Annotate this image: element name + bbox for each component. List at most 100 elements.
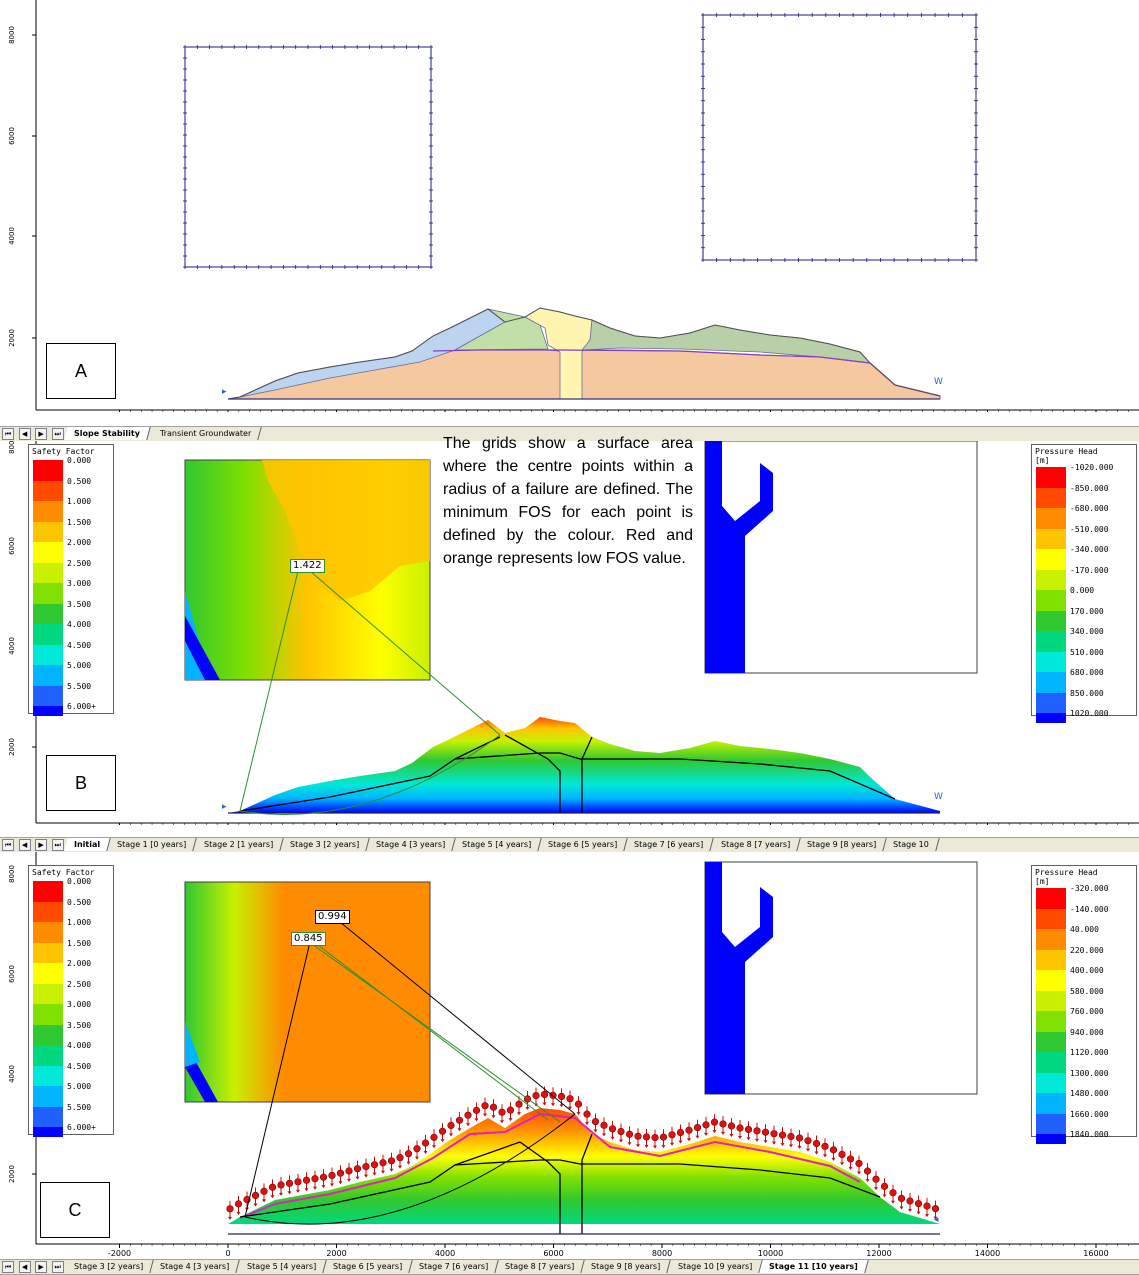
stage-tab[interactable]: Stage 1 [0 years]	[107, 838, 198, 851]
load-arrowhead	[755, 1138, 759, 1142]
stage-tab[interactable]: Stage 3 [2 years]	[64, 1260, 155, 1273]
stage-tab[interactable]: Stage 7 [6 years]	[409, 1260, 499, 1273]
load-arrowhead	[882, 1194, 887, 1198]
tab-slope-stability[interactable]: Slope Stability	[64, 427, 151, 440]
load-marker	[515, 1100, 523, 1108]
stage-tab[interactable]: Initial	[64, 838, 112, 851]
first-tab-button[interactable]: ⏮	[2, 1261, 14, 1273]
prev-tab-button[interactable]: ◀	[18, 1261, 31, 1273]
load-arrowhead	[423, 1151, 428, 1154]
legend-swatch	[33, 685, 63, 706]
legend-swatch	[1036, 467, 1066, 488]
load-marker	[889, 1189, 897, 1197]
legend-value: -340.000	[1070, 545, 1109, 554]
load-marker	[608, 1125, 617, 1133]
stage-tab[interactable]: Stage 7 [6 years]	[624, 838, 715, 851]
stage-tab[interactable]: Stage 3 [2 years]	[279, 838, 370, 851]
legend-value: 340.000	[1070, 627, 1104, 636]
load-marker	[872, 1175, 880, 1183]
load-marker	[302, 1176, 311, 1184]
stage-tab[interactable]: Stage 5 [4 years]	[452, 838, 542, 851]
first-tab-button[interactable]: ⏮	[2, 839, 14, 851]
load-arrowhead	[916, 1211, 921, 1215]
legend-row: 1.000	[29, 918, 113, 943]
legend-swatch	[1036, 1052, 1066, 1073]
load-marker	[702, 1121, 710, 1129]
stage-tab[interactable]: Stage 2 [1 years]	[193, 838, 284, 851]
stage-tab[interactable]: Stage 8 [7 years]	[710, 838, 801, 851]
boundary-marker-left: ▸	[222, 387, 227, 397]
legend-value: 2.500	[67, 979, 92, 989]
fos-grid-left[interactable]	[184, 881, 431, 1103]
stage-tab[interactable]: Stage 6 [5 years]	[323, 1260, 413, 1273]
legend-row: 1300.000	[1032, 1069, 1136, 1093]
first-tab-button[interactable]: ⏮	[2, 428, 14, 440]
legend-swatch	[33, 501, 63, 522]
next-tab-button[interactable]: ▶	[35, 428, 48, 440]
prev-tab-button[interactable]: ◀	[18, 839, 31, 851]
stage-tab[interactable]: Stage 10 [9 years]	[667, 1260, 763, 1273]
stage-tab[interactable]: Stage 8 [7 years]	[495, 1260, 586, 1273]
legend-value: -850.000	[1070, 483, 1109, 493]
explanation-note: The grids show a surface area where the …	[443, 435, 693, 567]
load-marker	[625, 1130, 634, 1138]
stage-tab[interactable]: Stage 9 [8 years]	[581, 1260, 672, 1273]
legend-swatch	[1036, 1031, 1066, 1052]
stage-tab-label: Stage 7 [6 years]	[418, 1262, 489, 1271]
last-tab-button[interactable]: ⏭	[51, 428, 64, 440]
next-tab-button[interactable]: ▶	[35, 1261, 48, 1273]
load-marker	[736, 1124, 744, 1132]
legend-swatch	[1036, 970, 1066, 991]
legend-unit: [m]	[1035, 877, 1050, 886]
legend-swatch	[1036, 990, 1066, 1011]
stage-tab[interactable]: Stage 6 [5 years]	[538, 838, 629, 851]
legend-value: 5.000	[67, 661, 92, 670]
load-arrowhead	[406, 1161, 411, 1165]
load-marker	[234, 1200, 243, 1208]
panel-a-plot: -200002000400060008000100001200014000160…	[8, 0, 1139, 412]
last-tab-button[interactable]: ⏭	[51, 839, 64, 851]
y-tick-label: 2000	[8, 1165, 16, 1183]
load-arrowhead	[738, 1136, 742, 1139]
stage-tab-label: Stage 10 [9 years]	[677, 1262, 752, 1271]
legend-swatch	[1036, 949, 1066, 970]
load-marker	[787, 1132, 795, 1141]
stage-tab[interactable]: Stage 4 [3 years]	[366, 838, 456, 851]
stage-tab[interactable]: Stage 11 [10 years]	[759, 1260, 869, 1273]
legend-swatch	[1036, 590, 1066, 611]
stage-tab[interactable]: Stage 4 [3 years]	[150, 1260, 241, 1273]
tab-transient-groundwater[interactable]: Transient Groundwater	[149, 427, 262, 440]
stage-tab[interactable]: Stage 9 [8 years]	[797, 838, 887, 851]
last-tab-button[interactable]: ⏭	[51, 1261, 64, 1273]
load-arrowhead	[831, 1157, 836, 1161]
legend-swatch	[33, 521, 63, 542]
stage-tab[interactable]: Stage 5 [4 years]	[236, 1260, 327, 1273]
prev-tab-button[interactable]: ◀	[18, 428, 31, 440]
stage-tab[interactable]: Stage 10	[883, 838, 940, 851]
load-marker	[693, 1124, 702, 1132]
legend-row: 2.000	[29, 959, 113, 984]
search-grid-left[interactable]	[184, 46, 432, 268]
pressure-grid-right[interactable]	[704, 861, 978, 1095]
legend-swatch	[1036, 1011, 1066, 1032]
legend-value: 1300.000	[1070, 1068, 1109, 1078]
legend-value: -320.000	[1070, 884, 1109, 893]
pressure-grid-right[interactable]	[704, 441, 978, 674]
legend-row: 0.000	[29, 456, 113, 481]
load-arrowhead	[517, 1112, 521, 1116]
x-tick-label: 10000	[758, 1249, 783, 1258]
legend-swatch	[33, 665, 63, 686]
next-tab-button[interactable]: ▶	[35, 839, 48, 851]
legend-swatch	[1036, 569, 1066, 590]
safety-factor-legend-b: Safety Factor 0.000 0.500 1.000 1.500 2.000 2…	[28, 444, 114, 716]
load-marker	[404, 1150, 413, 1158]
boundary-marker-right: ◂	[934, 1215, 939, 1225]
stage-tab-label: Stage 3 [2 years]	[74, 1262, 144, 1271]
fos-label-994: 0.994	[315, 910, 350, 924]
legend-swatch	[1036, 610, 1066, 631]
search-grid-right[interactable]	[702, 14, 977, 261]
legend-row: 1120.000	[1032, 1048, 1136, 1073]
legend-swatch	[1036, 908, 1066, 929]
legend-row: -170.000	[1032, 566, 1136, 590]
legend-swatch	[33, 624, 63, 645]
